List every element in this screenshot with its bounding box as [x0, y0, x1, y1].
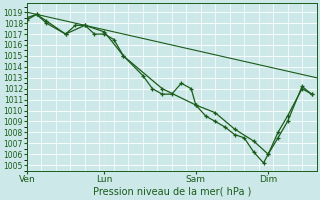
X-axis label: Pression niveau de la mer( hPa ): Pression niveau de la mer( hPa )	[92, 187, 251, 197]
